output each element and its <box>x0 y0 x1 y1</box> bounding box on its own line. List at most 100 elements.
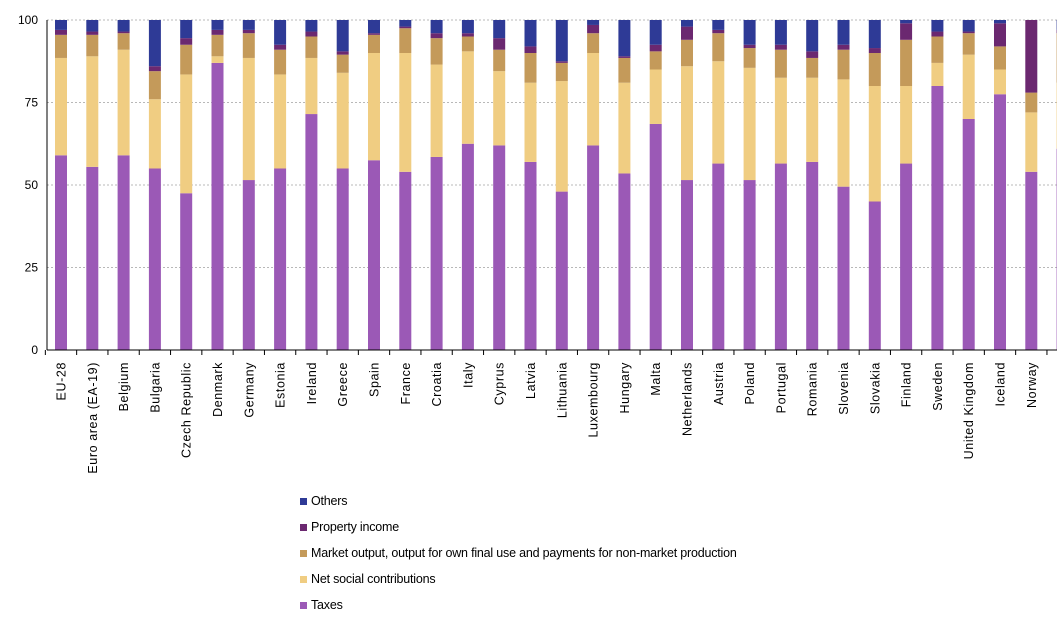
bar-segment-net <box>180 74 193 194</box>
x-tick-label: Sweden <box>931 362 945 411</box>
bar-segment-market <box>774 49 787 78</box>
legend-label: Taxes <box>311 598 343 612</box>
bar-segment-taxes <box>211 62 224 351</box>
bar-segment-taxes <box>649 123 662 350</box>
bar-segment-property <box>274 44 287 50</box>
x-tick-label: Euro area (EA-19) <box>86 362 100 474</box>
x-tick-label: EU-28 <box>55 362 69 400</box>
bar-segment-others <box>305 20 318 32</box>
bar-segment-taxes <box>931 86 944 350</box>
x-tick-label: Slovakia <box>868 362 882 414</box>
bar-segment-market <box>274 49 287 75</box>
x-tick-label: Hungary <box>618 362 632 414</box>
bar-segment-taxes <box>368 160 380 350</box>
bar-segment-property <box>555 61 568 63</box>
bar-segment-taxes <box>774 163 787 350</box>
bar-segment-market <box>994 46 1006 70</box>
y-tick-label: 100 <box>18 13 38 27</box>
chart: 0 25 50 75 100 EU-28 Euro area (EA-19) Belgium B… <box>18 13 1057 474</box>
bar-segment-net <box>618 82 631 174</box>
bar-segment-net <box>649 69 662 124</box>
bar-segment-net <box>211 56 224 63</box>
bar-segment-market <box>368 34 380 53</box>
bar-segment-property <box>242 29 255 34</box>
bar-segment-market <box>461 36 474 52</box>
x-tick-label: Iceland <box>994 362 1008 407</box>
bar-segment-others <box>86 20 99 32</box>
x-tick-label: Spain <box>368 362 382 397</box>
axes <box>44 20 1057 355</box>
bar-segment-property <box>55 29 67 35</box>
bars <box>55 20 1057 351</box>
bar-segment-taxes <box>837 186 850 350</box>
x-tick-label: Croatia <box>430 362 444 407</box>
bar-segment-net <box>399 53 412 172</box>
legend-label: Net social contributions <box>311 572 436 586</box>
bar-segment-taxes <box>555 191 568 350</box>
bar-segment-taxes <box>587 145 600 350</box>
bar-segment-property <box>931 31 944 37</box>
bar-segment-others <box>743 20 756 45</box>
y-tick-label: 50 <box>25 178 39 192</box>
bar-segment-property <box>461 33 474 37</box>
bar-segment-market <box>242 33 255 58</box>
bar-segment-property <box>649 44 662 52</box>
bar-segment-net <box>368 53 380 161</box>
bar-segment-property <box>368 33 380 35</box>
bar-segment-others <box>524 20 537 47</box>
bar-segment-property <box>681 26 693 40</box>
bar-segment-net <box>305 57 318 115</box>
bar-segment-taxes <box>305 114 318 350</box>
legend-swatch <box>300 523 307 531</box>
bar-segment-others <box>587 20 600 25</box>
bar-segment-property <box>148 66 161 72</box>
x-tick-label: United Kingdom <box>962 362 976 459</box>
bar-segment-others <box>493 20 506 39</box>
bar-segment-market <box>587 33 600 53</box>
bar-segment-property <box>86 31 99 35</box>
x-tick-label: Germany <box>242 362 256 418</box>
bar-segment-property <box>587 24 600 34</box>
bar-segment-taxes <box>900 163 913 350</box>
legend-item: Market output, output for own final use … <box>300 540 737 566</box>
bar-segment-property <box>399 26 412 29</box>
bar-segment-net <box>148 99 161 169</box>
bar-segment-net <box>242 57 255 181</box>
bar-segment-taxes <box>430 156 443 350</box>
bar-segment-property <box>806 51 819 58</box>
x-tick-label: France <box>399 362 413 405</box>
bar-segment-others <box>368 20 380 34</box>
bar-segment-net <box>712 61 725 164</box>
bar-segment-market <box>524 53 537 83</box>
legend-label: Others <box>311 494 348 508</box>
x-tick-label: Ireland <box>305 362 319 404</box>
bar-segment-others <box>649 20 662 45</box>
y-tick-label: 0 <box>31 343 38 357</box>
bar-segment-taxes <box>681 180 693 350</box>
bar-segment-taxes <box>461 143 474 350</box>
x-tick-label: Poland <box>743 362 757 405</box>
bar-segment-market <box>399 28 412 53</box>
bar-segment-others <box>931 20 944 32</box>
x-tick-label: Portugal <box>774 362 788 413</box>
bar-segment-others <box>148 20 161 67</box>
bar-segment-taxes <box>336 168 349 350</box>
bar-segment-taxes <box>148 168 161 350</box>
bar-segment-taxes <box>743 180 756 350</box>
legend-item: Taxes <box>300 592 737 618</box>
bar-segment-market <box>712 33 725 62</box>
bar-segment-market <box>430 38 443 65</box>
bar-segment-net <box>900 86 913 164</box>
bar-segment-net <box>806 77 819 162</box>
bar-segment-others <box>900 20 913 24</box>
bar-segment-net <box>524 82 537 162</box>
x-tick-label: Lithuania <box>555 362 569 418</box>
bar-segment-taxes <box>117 155 130 350</box>
bar-segment-others <box>274 20 287 45</box>
x-tick-label: Latvia <box>524 362 538 399</box>
bar-segment-market <box>900 39 913 86</box>
bar-segment-net <box>86 56 99 167</box>
bar-segment-others <box>618 20 631 57</box>
bar-segment-taxes <box>55 155 67 350</box>
bar-segment-others <box>336 20 349 52</box>
